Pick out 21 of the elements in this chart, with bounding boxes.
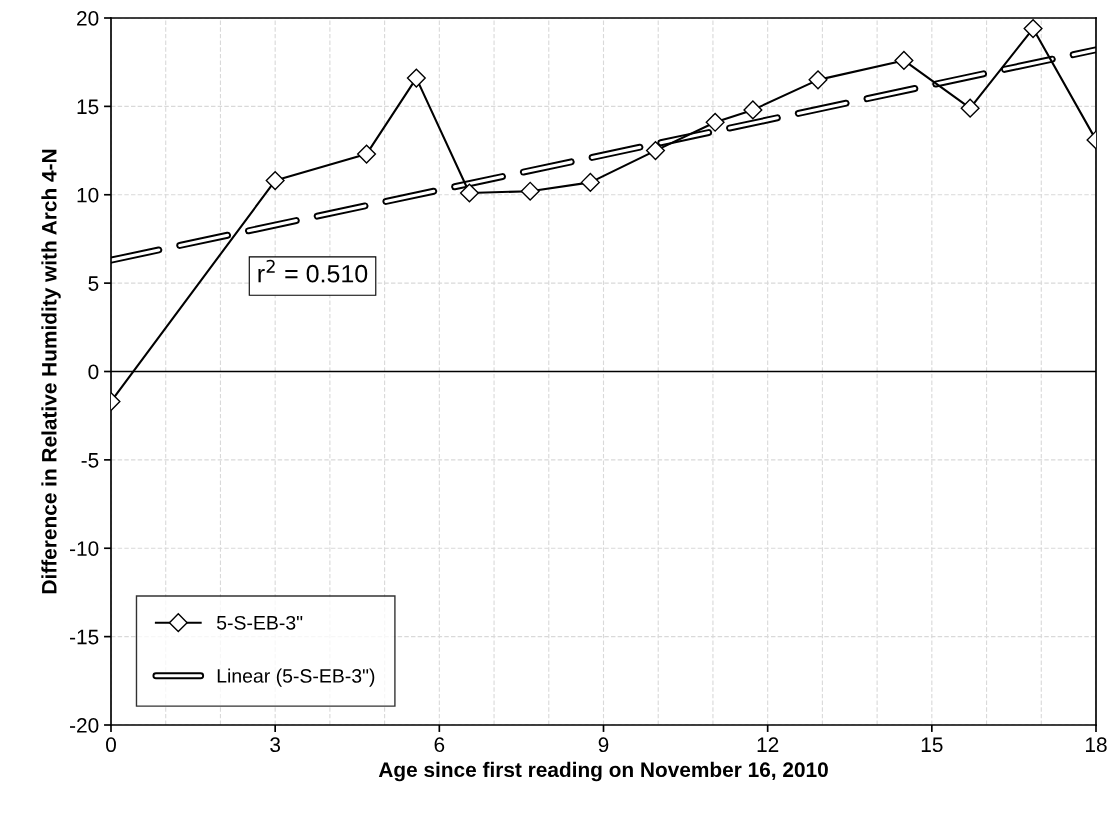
- x-tick-label: 3: [270, 737, 281, 753]
- y-axis-title: Difference in Relative Humidity with Arch 4-N: [41, 149, 61, 594]
- x-tick-label: 6: [434, 737, 445, 753]
- y-tick-label: -20: [70, 718, 99, 733]
- y-tick-label: 0: [88, 364, 99, 380]
- y-tick-label: 5: [88, 276, 99, 291]
- y-tick-label: -15: [70, 629, 99, 645]
- legend-label: Linear (5-S-EB-3"): [217, 668, 375, 687]
- y-tick-label: 20: [77, 11, 99, 26]
- x-tick-label: 0: [106, 737, 116, 753]
- annotation: r$^{2}$ = 0.510: [258, 259, 368, 283]
- x-tick-label: 15: [921, 737, 943, 753]
- x-tick-label: 12: [757, 737, 779, 752]
- legend-label: 5-S-EB-3": [216, 615, 303, 630]
- y-tick-label: 15: [77, 99, 99, 115]
- y-tick-label: -10: [70, 541, 99, 556]
- x-tick-label: 9: [598, 737, 609, 753]
- x-axis-title: Age since first reading on November 16, 2010: [378, 761, 828, 782]
- x-tick-label: 18: [1086, 737, 1107, 753]
- y-tick-label: 10: [77, 187, 99, 203]
- y-tick-label: -5: [81, 453, 99, 468]
